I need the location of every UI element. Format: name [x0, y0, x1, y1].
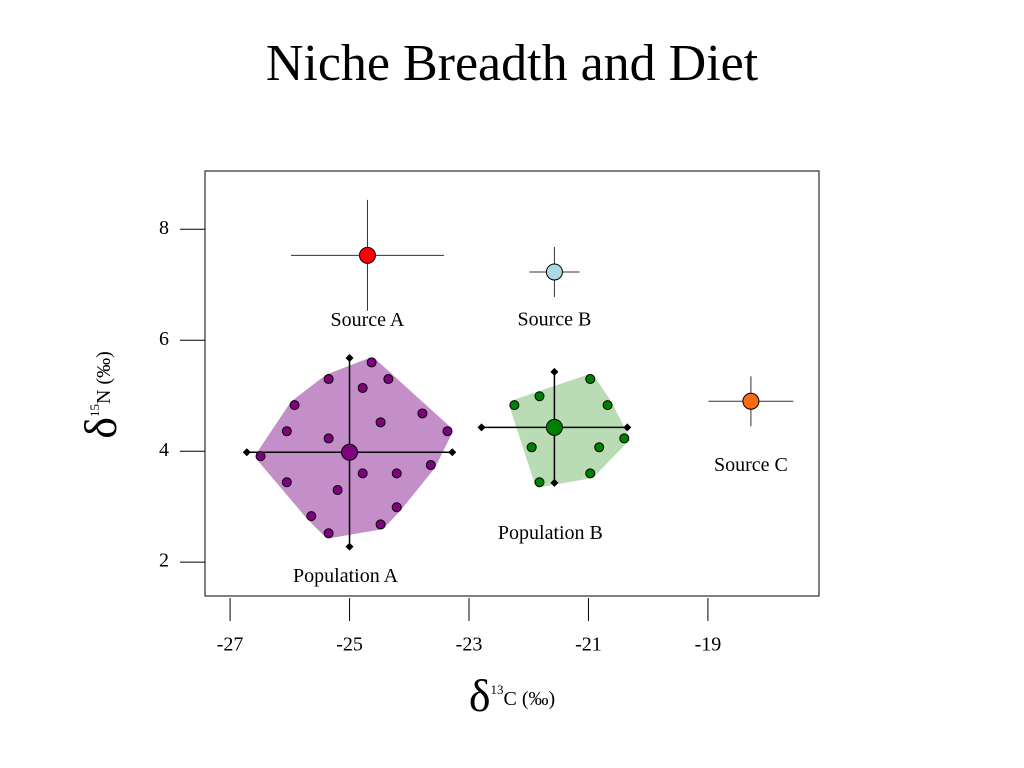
point [281, 477, 292, 488]
point [375, 519, 386, 530]
population-label: Population B [498, 522, 603, 544]
mean-point [545, 418, 563, 436]
y-tick-label: 2 [159, 550, 169, 572]
point [442, 426, 453, 437]
point [391, 468, 402, 479]
y-tick-label: 6 [159, 328, 169, 350]
error-cap [550, 367, 559, 376]
y-label-text: N (‰) [93, 351, 115, 404]
error-cap [242, 448, 251, 457]
error-cap [477, 423, 486, 432]
point [323, 374, 334, 385]
y-label-superscript: 15 [87, 404, 102, 417]
y-tick-label: 4 [159, 439, 169, 461]
point [534, 391, 545, 402]
source-label: Source A [331, 309, 405, 331]
x-tick-label: -27 [217, 634, 244, 656]
mean-point [341, 443, 359, 461]
x-tick-label: -25 [336, 634, 363, 656]
y-label-symbol: δ [75, 417, 126, 439]
error-cap [345, 542, 354, 551]
source-point [742, 392, 760, 410]
point [534, 477, 545, 488]
error-cap [448, 448, 457, 457]
x-label-superscript: 13 [491, 682, 504, 697]
point [619, 433, 630, 444]
point [585, 374, 596, 385]
x-label-symbol: δ [469, 670, 491, 721]
point [332, 485, 343, 496]
point [357, 382, 368, 393]
population-label: Population A [293, 565, 399, 587]
x-label-text: C (‰) [504, 688, 556, 710]
plot-frame [204, 170, 820, 597]
point [281, 426, 292, 437]
point [375, 417, 386, 428]
point [306, 511, 317, 522]
x-tick-label: -21 [575, 634, 602, 656]
source-point [545, 263, 563, 281]
error-cap [345, 353, 354, 362]
source-point [358, 246, 376, 264]
error-cap [623, 423, 632, 432]
source-label: Source C [714, 454, 788, 476]
niche-hull [509, 374, 630, 488]
x-tick-label: -23 [456, 634, 483, 656]
point [323, 433, 334, 444]
point [383, 374, 394, 385]
point [602, 400, 613, 411]
x-axis-label: δ13C (‰) [469, 670, 555, 721]
error-cap [550, 478, 559, 487]
point [289, 400, 300, 411]
y-tick-label: 8 [159, 217, 169, 239]
source-label: Source B [517, 309, 591, 331]
point [366, 357, 377, 368]
point [391, 502, 402, 513]
point [425, 460, 436, 471]
x-tick-label: -19 [695, 634, 722, 656]
point [323, 528, 334, 539]
point [526, 442, 537, 453]
chart-title: Niche Breadth and Diet [266, 35, 759, 92]
point [509, 400, 520, 411]
point [594, 442, 605, 453]
point [255, 451, 266, 462]
point [417, 408, 428, 419]
point [357, 468, 368, 479]
y-axis-label: δ15N (‰) [75, 351, 126, 438]
point [585, 468, 596, 479]
